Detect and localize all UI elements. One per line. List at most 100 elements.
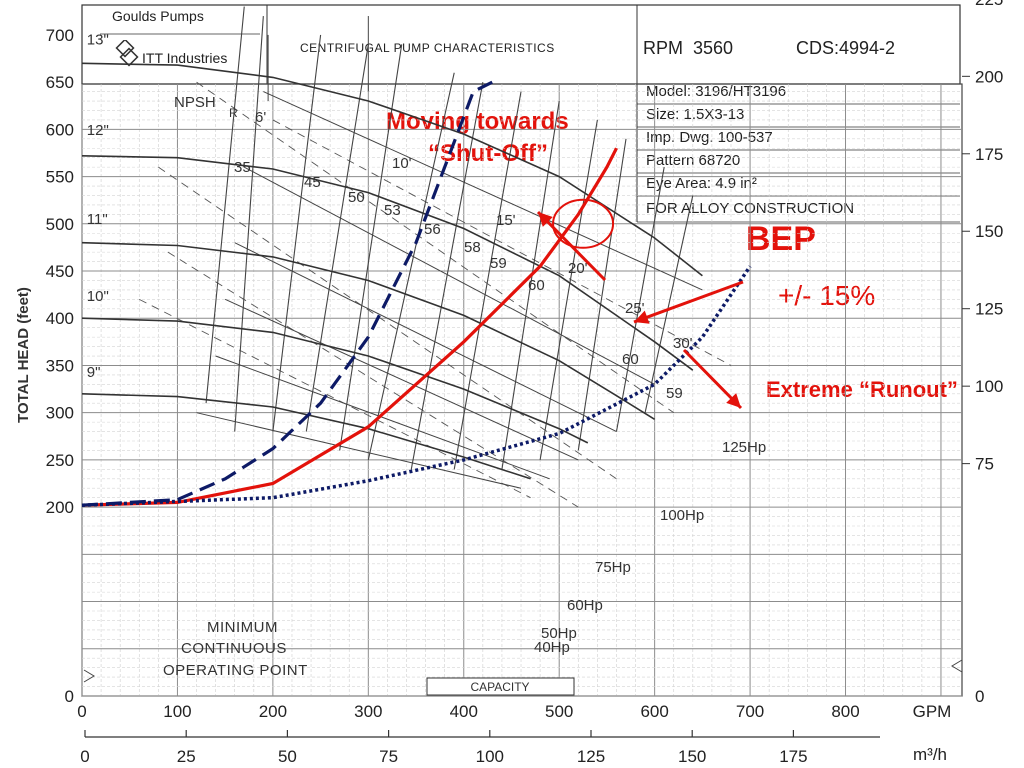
y-tick-label: 300 — [46, 404, 74, 423]
x-unit-label: GPM — [913, 702, 952, 721]
npsh-label: 25' — [625, 300, 645, 317]
impeller-curve — [81, 155, 694, 371]
impeller-curve — [81, 393, 531, 480]
bep-annotation: BEP — [746, 220, 816, 258]
min-flow-label: CONTINUOUS — [181, 640, 287, 657]
y2-tick-label: 175 — [975, 145, 1003, 164]
brand-subtitle: ITT Industries — [142, 50, 228, 66]
y-axis-label: TOTAL HEAD (feet) — [15, 287, 32, 423]
npsh-label: 10' — [392, 155, 412, 172]
operating-curve — [81, 80, 494, 507]
impeller-diameter-label: 13" — [87, 31, 109, 48]
horsepower-line — [215, 355, 550, 480]
efficiency-line — [501, 100, 560, 470]
npsh-label: 20' — [568, 260, 588, 277]
npsh-label: 30' — [673, 335, 693, 352]
efficiency-label: 56 — [424, 221, 441, 238]
y-tick-label: 600 — [46, 120, 74, 139]
rpm-label: RPM 3560 — [643, 38, 734, 58]
x-tick-label: 800 — [831, 702, 859, 721]
horsepower-label: 100Hp — [660, 507, 704, 524]
efficiency-line — [577, 138, 627, 451]
y2-tick-label: 125 — [975, 300, 1003, 319]
left-chevron-icon — [83, 669, 95, 683]
npsh-label: 15' — [496, 212, 516, 229]
y-tick-label: 700 — [46, 26, 74, 45]
pattern-label: Pattern 68720 — [646, 152, 741, 169]
efficiency-label: 60 — [622, 351, 639, 368]
y-tick-label: 400 — [46, 309, 74, 328]
x2-tick-label: 50 — [278, 747, 297, 766]
efficiency-label: 59 — [490, 255, 507, 272]
efficiency-label: 50 — [348, 189, 365, 206]
operating-curve — [81, 147, 618, 507]
efficiency-line — [615, 167, 665, 432]
impeller-diameter-label: 12" — [87, 122, 109, 139]
impeller-diameter-label: 11" — [87, 211, 108, 228]
x2-tick-label: 75 — [379, 747, 398, 766]
efficiency-line — [410, 82, 484, 470]
horsepower-label: 60Hp — [567, 597, 603, 614]
runout-arrow-head — [726, 393, 741, 408]
horsepower-line — [234, 242, 617, 433]
impeller-curve — [81, 317, 589, 444]
efficiency-line — [272, 34, 322, 432]
horsepower-line — [196, 412, 522, 489]
right-chevron-icon — [951, 659, 963, 673]
company-logo — [112, 38, 142, 70]
npsh-label: 6' — [255, 109, 266, 126]
bep-circle — [552, 198, 615, 249]
bep-arrow-head — [634, 310, 650, 324]
runout-annotation: Extreme “Runout” — [766, 377, 958, 402]
x-tick-label: 200 — [259, 702, 287, 721]
efficiency-label: 59 — [666, 385, 683, 402]
x2-tick-label: 100 — [476, 747, 504, 766]
model-label: Model: 3196/HT3196 — [646, 83, 787, 100]
efficiency-line — [339, 44, 403, 451]
x2-tick-label: 175 — [779, 747, 807, 766]
y-tick-label: 450 — [46, 262, 74, 281]
efficiency-line — [644, 195, 694, 413]
x2-tick-label: 150 — [678, 747, 706, 766]
x2-tick-label: 0 — [80, 747, 89, 766]
impeller-curve — [81, 62, 703, 277]
efficiency-line — [234, 15, 264, 432]
npsh-label: R — [229, 106, 238, 120]
bep-arrow — [633, 280, 744, 324]
min-flow-label: OPERATING POINT — [163, 662, 308, 679]
guide-dashed-line — [139, 298, 531, 499]
min-flow-label: MINIMUM — [207, 619, 278, 636]
y2-tick-label: 225 — [975, 0, 1003, 9]
efficiency-line — [367, 72, 455, 461]
x-tick-label: 300 — [354, 702, 382, 721]
y2-tick-label: 200 — [975, 67, 1003, 86]
x2-unit-label: m³/h — [913, 745, 947, 764]
horsepower-line — [224, 298, 579, 461]
horsepower-label: 40Hp — [534, 639, 570, 656]
x-axis-label: CAPACITY — [470, 680, 529, 694]
shutoff-arrow-head — [538, 212, 553, 227]
x-tick-label: 400 — [450, 702, 478, 721]
horsepower-label: 75Hp — [595, 559, 631, 576]
operating-curve — [81, 265, 752, 507]
impeller-diameter-label: 9" — [87, 364, 101, 381]
impeller-diameter-label: 10" — [87, 288, 109, 305]
guide-dashed-line — [196, 81, 674, 414]
horsepower-line — [263, 91, 703, 291]
x-tick-label: 0 — [77, 702, 86, 721]
efficiency-label: 53 — [384, 202, 401, 219]
cds-label: CDS:4994-2 — [796, 38, 896, 58]
efficiency-label: 45 — [304, 174, 321, 191]
npsh-label: NPSH — [174, 94, 216, 111]
efficiency-label: 35 — [234, 159, 251, 176]
y2-tick-label-zero: 0 — [975, 687, 984, 706]
y-tick-label: 550 — [46, 168, 74, 187]
capacity-box — [426, 677, 575, 696]
shutoff-arrow — [536, 210, 607, 282]
efficiency-label: 60 — [528, 277, 545, 294]
guide-dashed-line — [167, 251, 579, 508]
x2-tick-label: 25 — [177, 747, 196, 766]
y2-tick-label: 75 — [975, 455, 994, 474]
y2-tick-label: 150 — [975, 222, 1003, 241]
